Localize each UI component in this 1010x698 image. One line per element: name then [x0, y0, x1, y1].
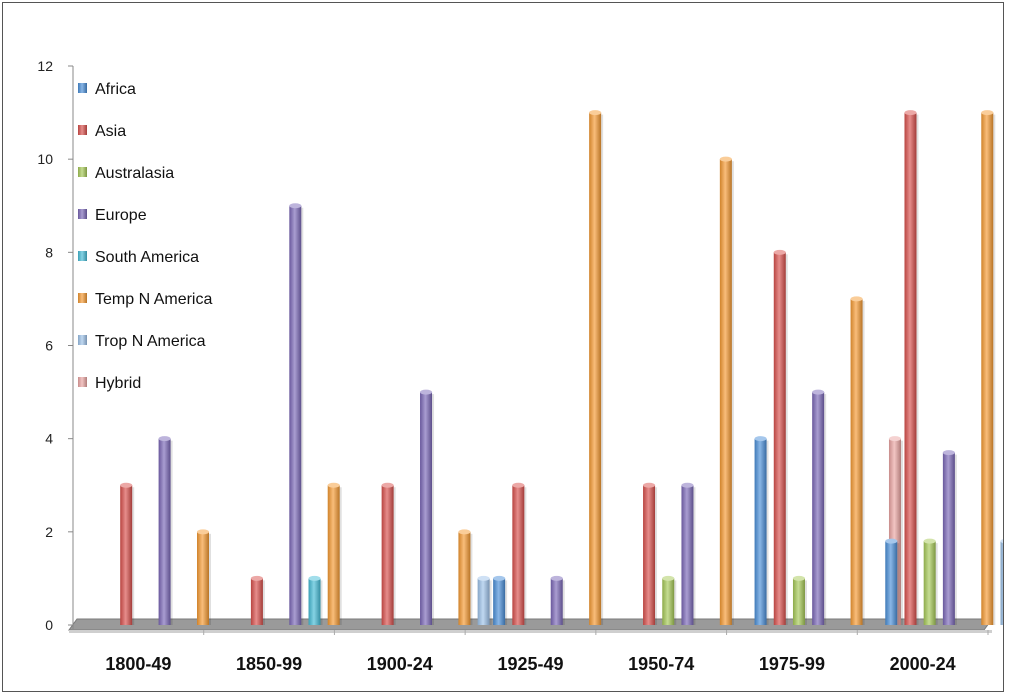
bar	[512, 482, 527, 625]
bar	[458, 529, 473, 625]
bar	[850, 296, 865, 625]
legend-label: Australasia	[95, 165, 174, 182]
legend-item: Africa	[78, 81, 136, 98]
legend: Africa Asia Australasia Europe South America…	[78, 81, 212, 392]
legend-item: Australasia	[78, 165, 174, 182]
y-tick-label: 10	[37, 151, 53, 167]
bar	[643, 482, 658, 625]
bar-chart: 0 2 4 6 8 10 12 1800-49 1850-99 1900-24 1925-49 19…	[37, 58, 1003, 674]
x-tick-label: 1800-49	[105, 654, 171, 674]
bar	[158, 436, 173, 625]
legend-item: Hybrid	[78, 375, 141, 392]
y-axis: 0 2 4 6 8 10 12	[37, 58, 74, 633]
y-tick-label: 8	[45, 244, 53, 260]
bar	[550, 575, 565, 625]
legend-label: Africa	[95, 81, 136, 98]
legend-swatch	[78, 251, 87, 261]
legend-swatch	[78, 125, 87, 135]
bar	[981, 110, 996, 626]
bar	[754, 436, 769, 625]
legend-swatch	[78, 335, 87, 345]
legend-swatch	[78, 293, 87, 303]
y-tick-label: 4	[45, 431, 53, 447]
bar	[589, 110, 604, 626]
bar	[681, 482, 696, 625]
bars	[120, 110, 1003, 626]
bar	[308, 575, 323, 625]
legend-item: Trop N America	[78, 333, 206, 350]
y-tick-label: 0	[45, 617, 53, 633]
bar	[420, 389, 435, 625]
x-tick-label: 1900-24	[367, 654, 433, 674]
legend-item: South America	[78, 249, 199, 266]
legend-label: Asia	[95, 123, 126, 140]
x-tick-label: 1975-99	[759, 654, 825, 674]
bar	[885, 538, 900, 625]
bar	[197, 529, 211, 625]
y-tick-label: 6	[45, 338, 53, 354]
bar	[792, 575, 807, 625]
bar	[327, 482, 342, 625]
y-tick-label: 12	[37, 58, 53, 74]
legend-label: Temp N America	[95, 291, 212, 308]
x-tick-label: 2000-24	[890, 654, 956, 674]
legend-swatch	[78, 167, 87, 177]
x-tick-label: 1925-49	[497, 654, 563, 674]
bar	[381, 482, 396, 625]
bar	[719, 156, 734, 625]
legend-item: Asia	[78, 123, 126, 140]
legend-item: Europe	[78, 207, 147, 224]
legend-swatch	[78, 83, 87, 93]
y-tick-label: 2	[45, 524, 53, 540]
bar	[662, 575, 677, 625]
bar	[923, 538, 938, 625]
x-axis: 1800-49 1850-99 1900-24 1925-49 1950-74 1975-…	[105, 630, 989, 674]
x-tick-label: 1850-99	[236, 654, 302, 674]
bar	[477, 575, 492, 625]
bar	[812, 389, 827, 625]
legend-swatch	[78, 377, 87, 387]
bar	[904, 110, 919, 626]
bar	[493, 575, 508, 625]
bar	[250, 575, 265, 625]
legend-label: Trop N America	[95, 333, 206, 350]
floor-edge	[69, 630, 992, 633]
legend-label: South America	[95, 249, 199, 266]
legend-swatch	[78, 209, 87, 219]
legend-label: Europe	[95, 207, 147, 224]
legend-label: Hybrid	[95, 375, 141, 392]
bar	[289, 203, 304, 625]
x-tick-label: 1950-74	[628, 654, 694, 674]
bar	[1000, 539, 1003, 625]
legend-item: Temp N America	[78, 291, 212, 308]
bar	[120, 482, 135, 625]
bar	[773, 249, 788, 626]
bar	[942, 450, 957, 625]
